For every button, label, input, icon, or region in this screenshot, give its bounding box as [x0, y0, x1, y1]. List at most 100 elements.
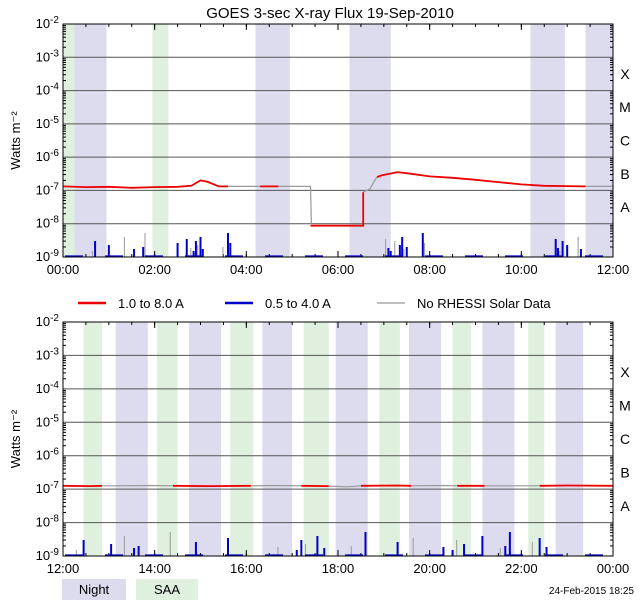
upper-short-channel-spike: [144, 233, 146, 257]
upper-short-channel-spike: [559, 251, 561, 257]
lower-short-channel-spike: [75, 550, 77, 556]
upper-short-channel-spike: [185, 239, 188, 257]
lower-flare-class-X: X: [620, 364, 630, 380]
lower-ytick-label: 10-6: [36, 447, 60, 463]
upper-short-channel-spike: [201, 249, 204, 257]
upper-short-channel-spike: [577, 237, 579, 257]
upper-flare-class-B: B: [620, 166, 629, 182]
upper-short-channel-spike: [194, 241, 197, 257]
lower-short-channel-spike: [508, 532, 511, 556]
lower-saa-band-0: [83, 322, 102, 556]
lower-saa-band-5: [452, 322, 471, 556]
lower-saa-band-6: [528, 322, 545, 556]
lower-short-channel-spike: [227, 538, 229, 556]
legend-label-blue: 0.5 to 4.0 A: [265, 296, 331, 311]
lower-short-channel-spike: [481, 536, 484, 556]
lower-xtick-label: 16:00: [230, 561, 263, 576]
saa-legend-swatch: [136, 579, 198, 600]
upper-night-band-4: [585, 24, 613, 257]
upper-series-no-rhessi-7: [362, 176, 378, 193]
upper-short-channel-spike: [197, 245, 199, 257]
lower-ytick-label: 10-7: [36, 480, 60, 496]
upper-ylabel: Watts m⁻²: [8, 111, 23, 170]
lower-ytick-label: 10-3: [36, 346, 60, 362]
upper-xtick-label: 12:00: [597, 262, 630, 277]
lower-saa-band-4: [379, 322, 400, 556]
lower-short-channel-spike: [545, 547, 548, 556]
upper-series-no-rhessi-6: [278, 185, 312, 224]
lower-night-band-5: [482, 322, 515, 556]
upper-short-channel-spike: [133, 249, 136, 257]
upper-short-channel-spike: [405, 247, 408, 257]
lower-short-channel-spike: [504, 546, 507, 556]
lower-short-channel-spike: [538, 538, 541, 556]
upper-ytick-label: 10-7: [36, 181, 60, 197]
upper-short-channel-spike: [566, 245, 569, 257]
lower-flare-class-M: M: [619, 398, 631, 414]
upper-short-channel-spike: [91, 251, 93, 257]
lower-short-channel-spike: [123, 536, 125, 556]
upper-series-long-channel-3: [376, 174, 382, 178]
lower-night-band-4: [409, 322, 442, 556]
lower-short-channel-spike: [451, 550, 454, 556]
upper-short-channel-spike: [398, 245, 401, 257]
upper-xtick-label: 04:00: [230, 262, 263, 277]
upper-night-band-0: [74, 24, 107, 257]
night-legend-label: Night: [79, 582, 110, 597]
upper-flare-class-A: A: [620, 199, 630, 215]
lower-ytick-label: 10-2: [36, 313, 60, 329]
upper-flare-class-M: M: [619, 99, 631, 115]
upper-ytick-label: 10-9: [36, 248, 60, 264]
upper-short-channel-spike: [554, 239, 557, 257]
lower-ytick-label: 10-5: [36, 413, 60, 429]
lower-night-band-0: [115, 322, 148, 556]
upper-flare-class-C: C: [620, 133, 630, 149]
upper-ytick-label: 10-2: [36, 15, 60, 31]
lower-short-channel-spike: [82, 540, 85, 556]
upper-short-channel-spike: [389, 251, 392, 257]
legend: 1.0 to 8.0 A 0.5 to 4.0 A No RHESSI Sola…: [78, 296, 551, 311]
upper-short-channel-spike: [579, 249, 582, 257]
lower-night-band-2: [262, 322, 293, 556]
upper-short-channel-spike: [94, 241, 97, 257]
lower-flare-class-C: C: [620, 431, 630, 447]
upper-ytick-label: 10-5: [36, 115, 60, 131]
upper-series-long-channel-2: [381, 171, 586, 188]
upper-short-channel-spike: [401, 237, 404, 257]
upper-short-channel-spike: [557, 248, 559, 257]
lower-xtick-label: 20:00: [413, 561, 446, 576]
chart-title: GOES 3-sec X-ray Flux 19-Sep-2010: [206, 5, 454, 22]
upper-xtick-label: 00:00: [47, 262, 80, 277]
lower-saa-band-3: [303, 322, 329, 556]
lower-short-channel-spike: [194, 542, 197, 556]
lower-short-channel-spike: [300, 540, 303, 556]
lower-xtick-label: 00:00: [597, 561, 630, 576]
lower-ytick-label: 10-9: [36, 547, 60, 563]
footer-timestamp: 24-Feb-2015 18:25: [549, 586, 635, 597]
upper-short-channel-spike: [176, 243, 179, 257]
lower-frame: [62, 321, 614, 557]
lower-short-channel-spike: [323, 548, 326, 556]
saa-legend-label: SAA: [154, 582, 180, 597]
upper-short-channel-spike: [229, 243, 232, 257]
lower-ytick-label: 10-4: [36, 380, 60, 396]
upper-short-channel-spike: [424, 243, 426, 257]
upper-short-channel-spike: [227, 233, 229, 257]
lower-xtick-label: 22:00: [505, 561, 538, 576]
upper-short-channel-spike: [192, 251, 195, 257]
lower-short-channel-spike: [350, 546, 352, 556]
upper-short-channel-spike: [190, 248, 192, 257]
lower-short-channel-spike: [169, 532, 171, 556]
upper-short-channel-spike: [385, 239, 387, 257]
lower-flare-class-A: A: [620, 498, 630, 514]
lower-xtick-label: 12:00: [47, 561, 80, 576]
upper-xtick-label: 10:00: [505, 262, 538, 277]
upper-flare-class-X: X: [620, 66, 630, 82]
lower-ylabel: Watts m⁻²: [8, 409, 23, 468]
lower-night-band-3: [335, 322, 368, 556]
upper-ytick-label: 10-6: [36, 148, 60, 164]
upper-night-band-3: [530, 24, 565, 257]
upper-series-long-channel-0: [62, 179, 228, 189]
lower-xtick-label: 14:00: [138, 561, 171, 576]
lower-short-channel-spike: [412, 538, 414, 556]
